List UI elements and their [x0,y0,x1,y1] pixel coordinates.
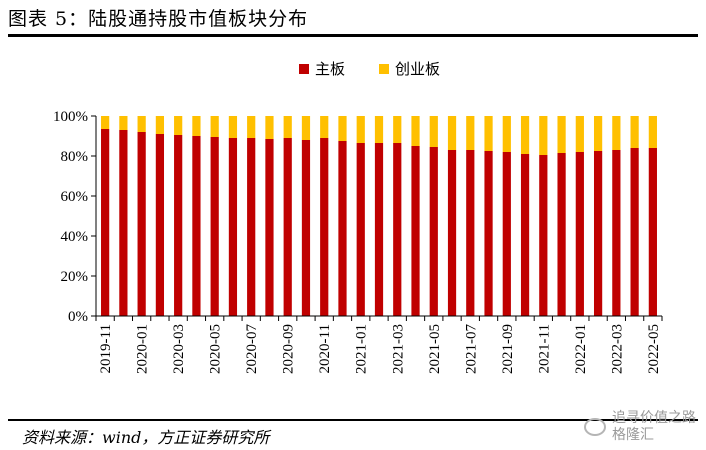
bar-main-board-2021-07 [466,150,475,316]
bar-chinext-2020-06 [228,116,238,138]
x-tick-label: 2020-09 [281,324,297,374]
bar-chinext-2022-01 [575,116,584,152]
bar-chinext-2021-12 [557,116,566,153]
bar-chinext-2020-11 [320,116,329,138]
bar-chinext-2021-01 [356,116,365,143]
bar-chinext-2022-03 [612,116,621,150]
bar-main-board-2020-03 [174,135,183,316]
bar-main-board-2020-09 [283,138,292,316]
stacked-bar-chart: 主板 创业板 0% 20% 40% 60% 80% 100% 2019-11 2020-01 202… [53,60,663,374]
bar-main-board-2021-01 [356,143,365,316]
x-tick-label: 2019-11 [98,324,114,373]
bar-chinext-2022-04 [630,116,639,148]
bar-main-board-2020-06 [228,138,238,316]
bar-main-board-2020-11 [320,138,329,316]
bar-chinext-2020-02 [155,116,165,134]
x-tick-label: 2021-05 [427,324,443,374]
legend-swatch-1 [299,64,309,74]
bar-main-board-2021-02 [374,143,384,316]
bar-chinext-2019-11 [101,116,110,129]
bar-chinext-2020-07 [247,116,256,138]
bar-chinext-2021-02 [374,116,384,143]
bar-main-board-2021-11 [539,155,548,316]
y-tick-label: 0% [68,309,88,325]
bar-main-board-2021-03 [393,143,402,316]
watermark-line2: 格隆汇 [612,427,654,443]
bar-chinext-2019-12 [119,116,128,130]
x-tick-label: 2020-03 [171,324,187,374]
legend-label-2: 创业板 [395,60,440,78]
bar-main-board-2019-12 [119,130,128,316]
x-tick-label: 2020-01 [135,324,151,374]
x-tick-label: 2021-03 [390,324,406,374]
bar-chinext-2020-09 [283,116,292,138]
y-tick-label: 80% [61,149,89,165]
x-tick-label: 2022-01 [573,324,589,374]
bar-main-board-2020-01 [137,132,146,316]
bar-main-board-2021-09 [502,152,511,316]
bar-main-board-2020-10 [301,140,311,316]
bar-main-board-2022-05 [648,148,657,316]
x-tick-label: 2020-05 [208,324,224,374]
x-tick-label: 2021-11 [536,324,552,373]
bar-chinext-2020-05 [210,116,219,137]
y-tick-label: 40% [61,229,89,245]
bar-chinext-2020-03 [174,116,183,135]
bar-chinext-2021-06 [447,116,457,150]
bar-chinext-2022-05 [648,116,657,148]
x-tick-label: 2020-11 [317,324,333,373]
bar-chinext-2021-07 [466,116,475,150]
watermark: 追寻价值之路 格隆汇 [584,410,696,444]
bar-chinext-2020-01 [137,116,146,132]
x-tick-label: 2021-09 [500,324,516,374]
legend-swatch-2 [379,64,389,74]
bar-main-board-2019-11 [101,129,110,316]
bar-chinext-2021-05 [429,116,438,147]
bar-main-board-2022-02 [593,151,603,316]
top-rule [8,34,698,37]
bar-main-board-2020-04 [192,136,201,316]
bar-main-board-2021-10 [520,154,530,316]
y-tick-label: 60% [61,189,89,205]
bar-main-board-2020-07 [247,138,256,316]
x-tick-label: 2021-07 [463,324,479,374]
y-tick-label: 20% [61,269,89,285]
source-note: 资料来源：wind，方正证券研究所 [22,428,270,447]
x-tick-label: 2022-03 [609,324,625,374]
bar-main-board-2022-04 [630,148,639,316]
watermark-line1: 追寻价值之路 [612,410,696,426]
bar-main-board-2022-01 [575,152,584,316]
bar-main-board-2022-03 [612,150,621,316]
bar-main-board-2021-05 [429,147,438,316]
bar-chinext-2021-11 [539,116,548,155]
bar-main-board-2021-04 [411,146,420,316]
figure-title: 图表 5：陆股通持股市值板块分布 [8,8,309,30]
legend-label-1: 主板 [315,60,345,78]
bar-chinext-2020-12 [338,116,347,141]
bar-main-board-2020-02 [155,134,165,316]
bar-main-board-2020-08 [265,139,274,316]
bar-main-board-2020-05 [210,137,219,316]
bar-chinext-2020-04 [192,116,201,136]
bar-chinext-2021-08 [484,116,493,151]
wechat-icon [584,418,606,436]
bar-chinext-2022-02 [593,116,603,151]
bar-chinext-2021-10 [520,116,530,154]
bar-main-board-2021-12 [557,153,566,316]
bar-main-board-2021-06 [447,150,457,316]
bar-main-board-2021-08 [484,151,493,316]
bottom-rule [8,419,698,421]
x-tick-label: 2022-05 [646,324,662,374]
bar-chinext-2020-08 [265,116,274,139]
bar-chinext-2020-10 [301,116,311,140]
bar-chinext-2021-04 [411,116,420,146]
bar-chinext-2021-03 [393,116,402,143]
x-tick-label: 2021-01 [354,324,370,374]
bar-main-board-2020-12 [338,141,347,316]
bar-chinext-2021-09 [502,116,511,152]
y-tick-label: 100% [53,109,88,125]
x-tick-label: 2020-07 [244,324,260,374]
